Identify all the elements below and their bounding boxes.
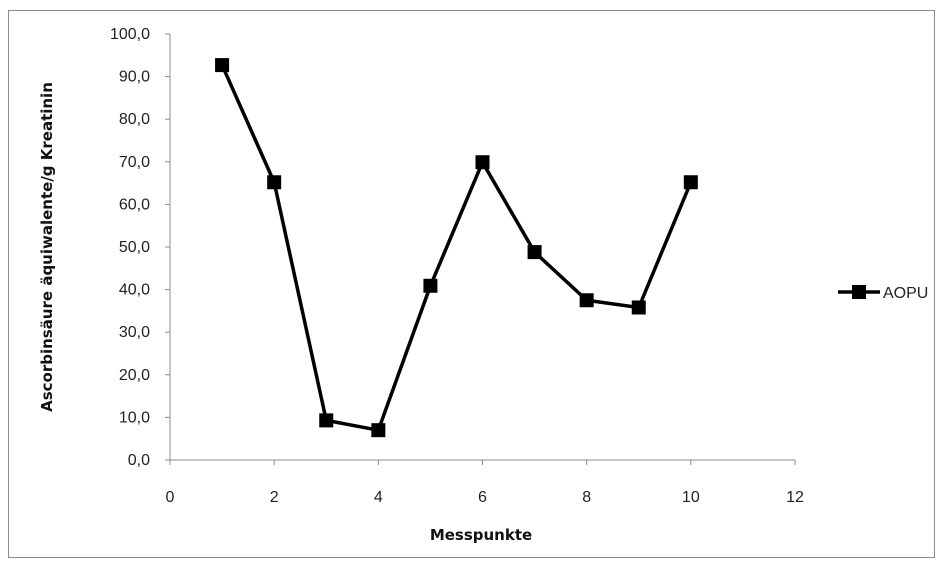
data-point [579,293,594,308]
y-tick-label: 30,0 [119,324,150,341]
x-tick-label: 6 [478,489,487,506]
x-tick-label: 0 [166,489,175,506]
data-point [371,423,386,438]
y-tick-label: 60,0 [119,196,150,213]
legend: AOPU [838,285,928,302]
series-layer [215,58,698,438]
data-point [475,155,490,170]
y-tick-label: 20,0 [119,367,150,384]
x-tick-label: 4 [374,489,383,506]
legend-label-aopu: AOPU [883,285,928,302]
y-tick-label: 100,0 [110,26,150,43]
data-point [631,300,646,315]
x-tick-labels: 0 2 4 6 8 10 12 [166,460,804,506]
x-axis-title: Messpunkte [430,526,532,544]
x-tick-label: 2 [270,489,279,506]
y-tick-label: 90,0 [119,69,150,86]
series-line-aopu [220,64,693,432]
legend-marker [852,285,866,299]
axes [169,34,795,461]
data-point [267,175,282,190]
data-point [319,413,334,428]
data-point [683,175,698,190]
y-tick-labels: 0,0 10,0 20,0 30,0 40,0 50,0 60,0 70,0 80,0 90,0 1… [110,26,170,469]
y-tick-label: 70,0 [119,154,150,171]
y-tick-label: 80,0 [119,111,150,128]
x-tick-label: 10 [682,489,700,506]
data-point [215,58,230,73]
data-point [423,278,438,293]
x-tick-label: 12 [786,489,804,506]
y-tick-label: 40,0 [119,282,150,299]
y-tick-label: 10,0 [119,409,150,426]
chart-frame [8,10,935,558]
x-tick-label: 8 [582,489,591,506]
data-point [527,245,542,260]
y-tick-label: 0,0 [128,452,150,469]
y-axis-title: Ascorbinsäure äquiwalente/g Kreatinin [38,82,56,412]
y-tick-label: 50,0 [119,239,150,256]
